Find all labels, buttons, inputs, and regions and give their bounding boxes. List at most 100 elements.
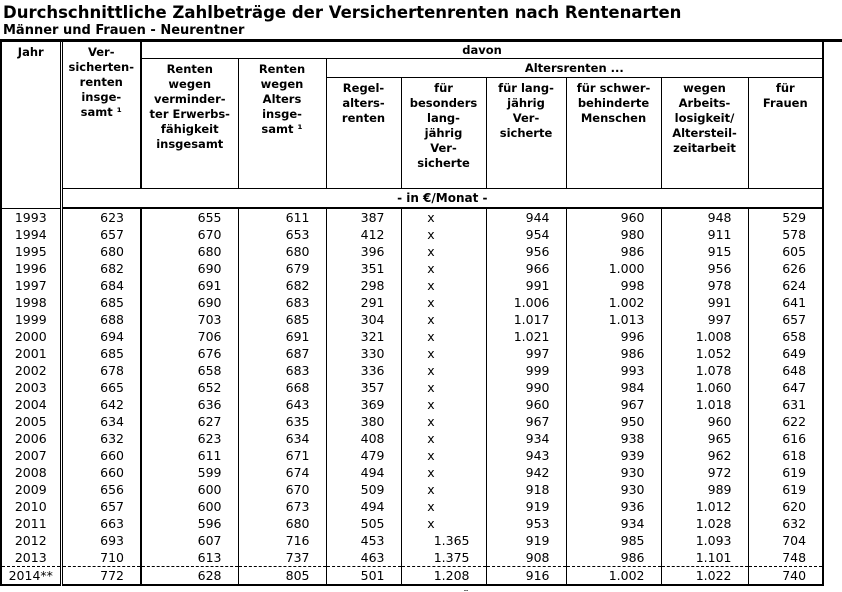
value-cell: 960 — [485, 396, 567, 413]
value-cell: 984 — [565, 379, 662, 396]
value-cell: 980 — [565, 226, 662, 243]
value-cell: 380 — [325, 413, 402, 430]
value-cell: x — [400, 328, 487, 345]
col-header-alters-insgesamt: Renten wegen Alters insge- samt ¹ — [237, 58, 327, 189]
value-cell: 596 — [140, 515, 239, 532]
table-row: 2010 657 600 673 494 x 919 936 1.012 620 — [0, 498, 824, 515]
value-cell: 599 — [140, 464, 239, 481]
col-header-erwerbsminderung: Renten wegen verminder- ter Erwerbs- fäh… — [140, 58, 239, 189]
value-cell: 1.017 — [485, 311, 567, 328]
col-header-jahr: Jahr — [0, 42, 63, 209]
value-cell: 623 — [140, 430, 239, 447]
value-cell: 740 — [747, 566, 824, 585]
value-cell: 943 — [485, 447, 567, 464]
year-cell: 2013 — [0, 549, 63, 567]
header-row-davon: Jahr Ver- sicherten- renten insge- samt … — [0, 42, 824, 209]
value-cell: 1.101 — [660, 549, 749, 567]
year-cell: 2011 — [0, 515, 63, 532]
value-cell: 330 — [325, 345, 402, 362]
header-row-unit: - in €/Monat - — [1, 188, 824, 209]
value-cell: 600 — [140, 498, 239, 515]
value-cell: 991 — [485, 277, 567, 294]
value-cell: 965 — [660, 430, 749, 447]
table-row: 2007 660 611 671 479 x 943 939 962 618 — [0, 447, 824, 464]
value-cell: 985 — [565, 532, 662, 549]
value-cell: 997 — [660, 311, 749, 328]
value-cell: 635 — [237, 413, 327, 430]
value-cell: 710 — [60, 549, 142, 567]
year-cell: 2000 — [0, 328, 63, 345]
value-cell: 657 — [747, 311, 824, 328]
value-cell: 634 — [237, 430, 327, 447]
value-cell: 494 — [325, 464, 402, 481]
value-cell: 953 — [485, 515, 567, 532]
value-cell: 703 — [140, 311, 239, 328]
year-cell: 1995 — [0, 243, 63, 260]
year-cell: 2007 — [0, 447, 63, 464]
value-cell: 351 — [325, 260, 402, 277]
value-cell: x — [400, 226, 487, 243]
value-cell: 636 — [140, 396, 239, 413]
table-row: 2000 694 706 691 321 x 1.021 996 1.008 658 — [0, 328, 824, 345]
value-cell: 321 — [325, 328, 402, 345]
value-cell: 1.021 — [485, 328, 567, 345]
year-cell: 2003 — [0, 379, 63, 396]
value-cell: 387 — [325, 208, 402, 226]
value-cell: 1.002 — [565, 294, 662, 311]
value-cell: 1.013 — [565, 311, 662, 328]
table-header: Jahr Ver- sicherten- renten insge- samt … — [0, 42, 824, 209]
col-header-langjaehrig: für lang- jährig Ver- sicherte — [485, 77, 567, 189]
value-cell: 960 — [660, 413, 749, 430]
value-cell: 956 — [660, 260, 749, 277]
value-cell: x — [400, 277, 487, 294]
value-cell: 670 — [140, 226, 239, 243]
value-cell: 611 — [237, 208, 327, 226]
value-cell: 930 — [565, 464, 662, 481]
value-cell: 989 — [660, 481, 749, 498]
table-row: 1996 682 690 679 351 x 966 1.000 956 626 — [0, 260, 824, 277]
value-cell: 634 — [60, 413, 142, 430]
value-cell: 934 — [485, 430, 567, 447]
value-cell: 676 — [140, 345, 239, 362]
value-cell: 693 — [60, 532, 142, 549]
value-cell: 656 — [60, 481, 142, 498]
year-cell: 2010 — [0, 498, 63, 515]
group-header-davon: davon — [140, 42, 824, 59]
value-cell: 805 — [237, 566, 327, 585]
value-cell: x — [400, 311, 487, 328]
col-header-frauen: für Frauen — [747, 77, 824, 189]
value-cell: 657 — [60, 498, 142, 515]
value-cell: 687 — [237, 345, 327, 362]
value-cell: 1.008 — [660, 328, 749, 345]
table-row: 2001 685 676 687 330 x 997 986 1.052 649 — [0, 345, 824, 362]
value-cell: x — [400, 243, 487, 260]
value-cell: 626 — [747, 260, 824, 277]
value-cell: 998 — [565, 277, 662, 294]
value-cell: x — [400, 498, 487, 515]
value-cell: 660 — [60, 447, 142, 464]
value-cell: 463 — [325, 549, 402, 567]
value-cell: 685 — [60, 345, 142, 362]
value-cell: 660 — [60, 464, 142, 481]
value-cell: 600 — [140, 481, 239, 498]
year-cell: 2002 — [0, 362, 63, 379]
value-cell: 658 — [747, 328, 824, 345]
value-cell: 986 — [565, 345, 662, 362]
value-cell: 607 — [140, 532, 239, 549]
table-row: 2009 656 600 670 509 x 918 930 989 619 — [0, 481, 824, 498]
year-cell: 1994 — [0, 226, 63, 243]
value-cell: 919 — [485, 532, 567, 549]
value-cell: x — [400, 294, 487, 311]
value-cell: 618 — [747, 447, 824, 464]
value-cell: 706 — [140, 328, 239, 345]
value-cell: 911 — [660, 226, 749, 243]
value-cell: 685 — [60, 294, 142, 311]
value-cell: 690 — [140, 260, 239, 277]
value-cell: 494 — [325, 498, 402, 515]
value-cell: 529 — [747, 208, 824, 226]
table-row: 2002 678 658 683 336 x 999 993 1.078 648 — [0, 362, 824, 379]
value-cell: 683 — [237, 294, 327, 311]
value-cell: 680 — [140, 243, 239, 260]
table-row: 2011 663 596 680 505 x 953 934 1.028 632 — [0, 515, 824, 532]
value-cell: 1.006 — [485, 294, 567, 311]
